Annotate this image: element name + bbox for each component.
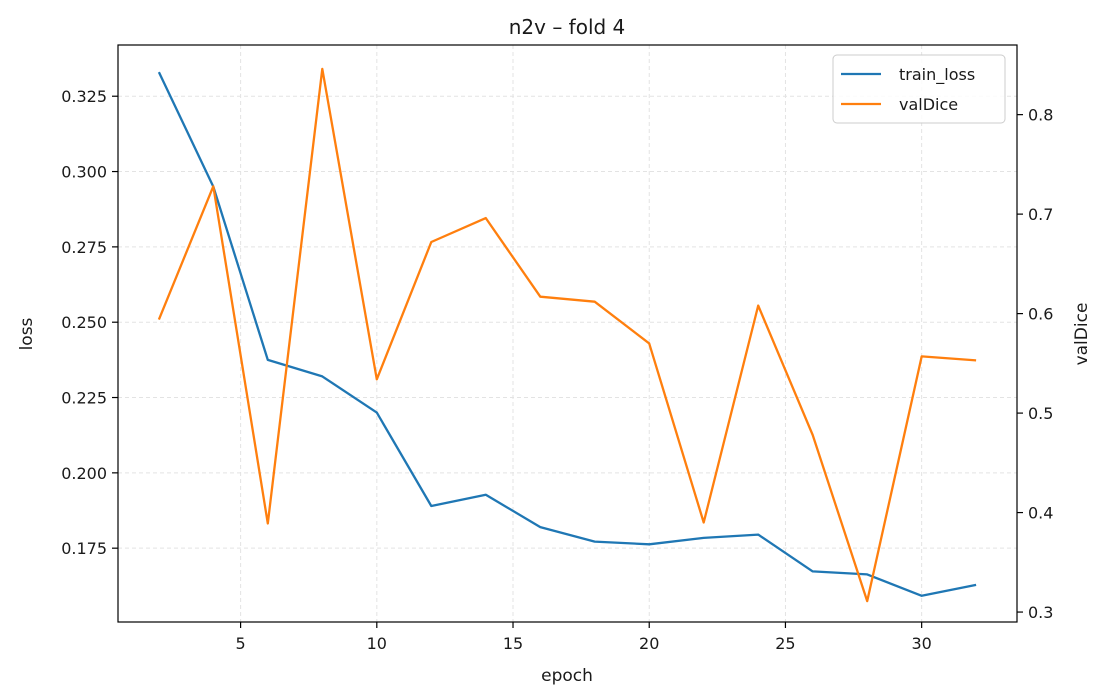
y-tick-label-left: 0.300 (61, 163, 107, 182)
chart-title: n2v – fold 4 (509, 15, 626, 39)
y-axis-label-left: loss (17, 317, 37, 350)
x-tick-label: 10 (367, 634, 387, 653)
y-tick-label-left: 0.275 (61, 238, 107, 257)
legend-label-train_loss: train_loss (899, 65, 975, 85)
y-tick-label-right: 0.5 (1028, 404, 1053, 423)
y-tick-label-left: 0.175 (61, 539, 107, 558)
y-axis-label-right: valDice (1072, 303, 1092, 366)
series-lines (157, 67, 977, 603)
y-tick-label-right: 0.6 (1028, 305, 1053, 324)
legend-box (832, 54, 1006, 124)
x-tick-label: 5 (235, 634, 245, 653)
x-tick-label: 30 (911, 634, 931, 653)
y-tick-label-left: 0.200 (61, 464, 107, 483)
y-tick-label-left: 0.325 (61, 87, 107, 106)
y-tick-label-right: 0.4 (1028, 504, 1053, 523)
series-line-valDice (157, 67, 977, 603)
plot-frame (117, 44, 1018, 623)
x-tick-label: 20 (639, 634, 659, 653)
y-tick-label-left: 0.225 (61, 389, 107, 408)
legend: train_loss valDice (832, 54, 1006, 124)
y-tick-label-right: 0.3 (1028, 603, 1053, 622)
grid (118, 45, 1017, 622)
y-tick-label-right: 0.8 (1028, 106, 1053, 125)
x-axis-label: epoch (541, 666, 593, 686)
x-tick-label: 25 (775, 634, 795, 653)
y-tick-label-right: 0.7 (1028, 205, 1053, 224)
x-tick-label: 15 (503, 634, 523, 653)
y-tick-label-left: 0.250 (61, 313, 107, 332)
legend-label-valDice: valDice (899, 95, 958, 114)
series-line-train_loss (157, 71, 977, 597)
axis-ticks: 5 10 15 20 25 300.1750.2000.2250.2500.2750.30… (61, 87, 1053, 653)
